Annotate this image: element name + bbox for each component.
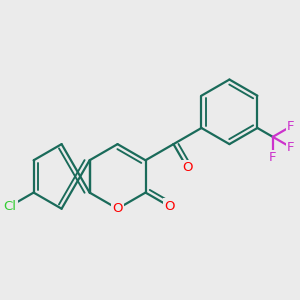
Text: O: O: [164, 200, 175, 213]
Text: O: O: [182, 161, 193, 174]
Text: F: F: [269, 152, 277, 164]
Text: F: F: [287, 120, 295, 133]
Text: F: F: [287, 141, 295, 154]
Text: Cl: Cl: [3, 200, 16, 213]
Text: O: O: [112, 202, 123, 215]
